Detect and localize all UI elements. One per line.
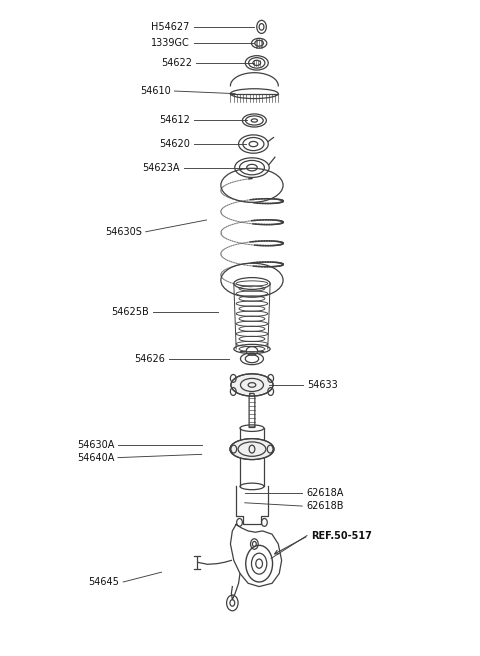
Text: 54630S: 54630S xyxy=(105,227,142,237)
Text: 54645: 54645 xyxy=(88,577,120,587)
Text: 54623A: 54623A xyxy=(142,163,180,173)
Text: 54630A: 54630A xyxy=(77,440,114,449)
Text: 62618B: 62618B xyxy=(306,501,344,511)
Text: 54626: 54626 xyxy=(134,354,165,364)
Text: H54627: H54627 xyxy=(151,22,190,32)
Text: 62618A: 62618A xyxy=(306,488,343,498)
Text: 54622: 54622 xyxy=(161,58,192,68)
Text: 54620: 54620 xyxy=(159,139,190,149)
Text: 1339GC: 1339GC xyxy=(151,38,190,49)
Text: 54612: 54612 xyxy=(159,115,190,125)
Text: 54633: 54633 xyxy=(307,380,338,390)
Ellipse shape xyxy=(231,374,273,396)
Ellipse shape xyxy=(230,439,274,460)
Text: REF.50-517: REF.50-517 xyxy=(311,531,372,541)
Text: 54625B: 54625B xyxy=(111,307,149,318)
Text: 54640A: 54640A xyxy=(77,453,114,462)
Text: 54610: 54610 xyxy=(140,86,170,96)
